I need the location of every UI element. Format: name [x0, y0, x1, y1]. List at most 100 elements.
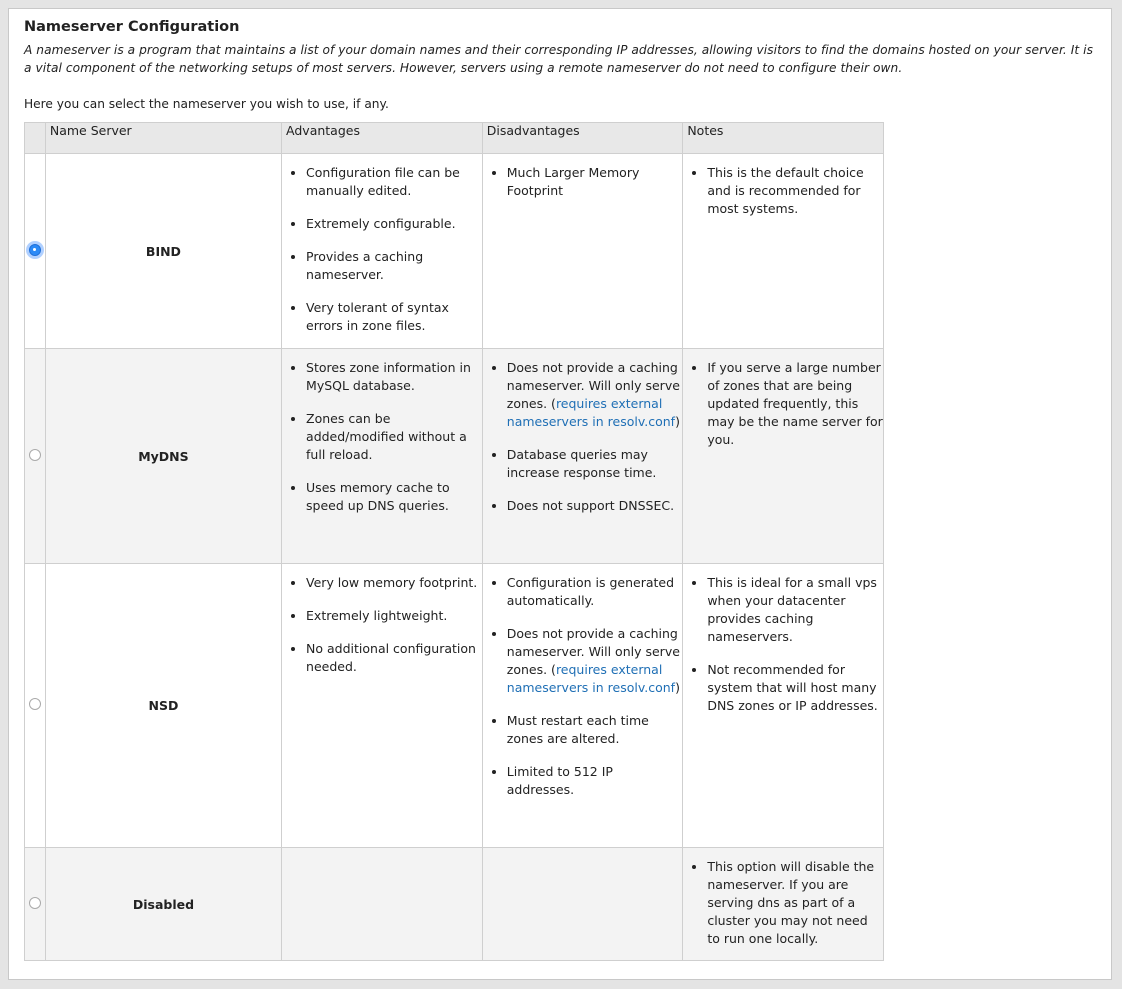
item-text: Provides a caching nameserver. [306, 249, 424, 282]
item-text: Very low memory footprint. [306, 575, 478, 590]
resolv-conf-link[interactable]: requires external nameservers in resolv.… [506, 662, 676, 695]
list-item: If you serve a large number of zones tha… [707, 359, 883, 449]
item-text: Uses memory cache to speed up DNS querie… [306, 480, 450, 513]
header-radio [24, 122, 46, 154]
item-text: This is ideal for a small vps when your … [707, 575, 877, 644]
advantages-cell [281, 847, 483, 961]
item-text: Extremely lightweight. [306, 608, 448, 623]
list-item: Very low memory footprint. [306, 574, 482, 592]
advantages-list: Stores zone information in MySQL databas… [282, 359, 482, 515]
notes-cell: If you serve a large number of zones tha… [682, 348, 884, 564]
item-text: Very tolerant of syntax errors in zone f… [306, 300, 449, 333]
disadvantages-list: Does not provide a caching nameserver. W… [483, 359, 683, 515]
disadvantages-cell [481, 847, 684, 961]
disadvantages-cell: Configuration is generated automatically… [481, 563, 684, 848]
list-item: Stores zone information in MySQL databas… [306, 359, 482, 395]
item-text: No additional configuration needed. [306, 641, 476, 674]
intro-text: Here you can select the nameserver you w… [24, 97, 389, 111]
list-item: Provides a caching nameserver. [306, 248, 482, 284]
list-item: Does not support DNSSEC. [507, 497, 683, 515]
item-text: Stores zone information in MySQL databas… [306, 360, 471, 393]
item-text: Configuration file can be manually edite… [306, 165, 460, 198]
list-item: Does not provide a caching nameserver. W… [507, 625, 683, 697]
item-text: Much Larger Memory Footprint [506, 165, 640, 198]
nameserver-radio-mydns[interactable] [28, 448, 41, 461]
list-item: This option will disable the nameserver.… [707, 858, 883, 948]
radio-cell [24, 348, 46, 564]
table-row: BIND Configuration file can be manually e… [24, 153, 884, 349]
list-item: Does not provide a caching nameserver. W… [507, 359, 683, 431]
list-item: Must restart each time zones are altered… [507, 712, 683, 748]
list-item: Limited to 512 IP addresses. [507, 763, 683, 799]
radio-cell [24, 153, 46, 349]
item-text: Not recommended for system that will hos… [707, 662, 878, 713]
header-notes: Notes [682, 122, 884, 154]
list-item: Zones can be added/modified without a fu… [306, 410, 482, 464]
advantages-cell: Stores zone information in MySQL databas… [281, 348, 483, 564]
list-item: Much Larger Memory Footprint [507, 164, 683, 200]
header-advantages: Advantages [281, 122, 483, 154]
advantages-list: Very low memory footprint. Extremely ligh… [282, 574, 482, 676]
list-item: Uses memory cache to speed up DNS querie… [306, 479, 482, 515]
disadvantages-cell: Much Larger Memory Footprint [481, 153, 684, 349]
item-text: If you serve a large number of zones tha… [707, 360, 883, 447]
item-text: Does not support DNSSEC. [506, 498, 675, 513]
advantages-cell: Very low memory footprint. Extremely ligh… [281, 563, 483, 848]
name-cell: Disabled [44, 847, 283, 961]
list-item: Database queries may increase response t… [507, 446, 683, 482]
radio-cell [24, 847, 46, 961]
radio-cell [24, 563, 46, 848]
list-item: Configuration file can be manually edite… [306, 164, 482, 200]
list-item: This is the default choice and is recomm… [707, 164, 883, 218]
list-item: Very tolerant of syntax errors in zone f… [306, 299, 482, 335]
item-text: Does not provide a caching nameserver. W… [506, 626, 680, 677]
nameserver-radio-disabled[interactable] [28, 896, 41, 909]
notes-cell: This option will disable the nameserver.… [682, 847, 884, 961]
nameserver-radio-nsd[interactable] [28, 698, 41, 710]
header-disadvantages: Disadvantages [481, 122, 684, 154]
item-text: Database queries may increase response t… [506, 447, 657, 480]
nameserver-table: Name Server Advantages Disadvantages Not… [24, 122, 884, 961]
table-row: NSD Very low memory footprint. Extremely l… [24, 563, 884, 848]
notes-list: This is the default choice and is recomm… [683, 164, 883, 218]
page-title: Nameserver Configuration [24, 19, 240, 35]
resolv-conf-link[interactable]: requires external nameservers in resolv.… [506, 396, 676, 429]
name-cell: BIND [44, 153, 283, 349]
notes-cell: This is ideal for a small vps when your … [682, 563, 884, 848]
disadvantages-cell: Does not provide a caching nameserver. W… [481, 348, 684, 564]
item-text: Configuration is generated automatically… [506, 575, 675, 608]
item-text: Zones can be added/modified without a fu… [306, 411, 467, 462]
notes-list: This option will disable the nameserver.… [683, 858, 883, 948]
list-item: No additional configuration needed. [306, 640, 482, 676]
advantages-list: Configuration file can be manually edite… [282, 164, 482, 335]
nameserver-name: Disabled [132, 896, 195, 912]
name-cell: NSD [44, 563, 283, 848]
nameserver-name: NSD [148, 698, 179, 713]
item-text: Limited to 512 IP addresses. [506, 764, 613, 797]
name-cell: MyDNS [44, 348, 283, 564]
item-text: Does not provide a caching nameserver. W… [506, 360, 680, 411]
notes-cell: This is the default choice and is recomm… [682, 153, 884, 349]
item-text: This is the default choice and is recomm… [707, 165, 864, 216]
item-text: This option will disable the nameserver.… [707, 859, 875, 946]
list-item: Configuration is generated automatically… [507, 574, 683, 610]
list-item: This is ideal for a small vps when your … [707, 574, 883, 646]
header-name: Name Server [44, 122, 283, 154]
nameserver-radio-bind[interactable] [28, 243, 41, 256]
list-item: Not recommended for system that will hos… [707, 661, 883, 715]
nameserver-name: MyDNS [138, 448, 189, 464]
notes-list: If you serve a large number of zones tha… [683, 359, 883, 449]
table-row: Disabled This option will disable the nam… [24, 847, 884, 961]
nameserver-panel: Nameserver Configuration A nameserver is… [8, 8, 1112, 980]
description: A nameserver is a program that maintains… [24, 43, 1094, 75]
item-text: Must restart each time zones are altered… [506, 713, 649, 746]
list-item: Extremely lightweight. [306, 607, 482, 625]
item-text: Extremely configurable. [306, 216, 456, 231]
list-item: Extremely configurable. [306, 215, 482, 233]
table-header-row: Name Server Advantages Disadvantages Not… [24, 122, 884, 154]
notes-list: This is ideal for a small vps when your … [683, 574, 883, 715]
nameserver-name: BIND [145, 243, 181, 259]
advantages-cell: Configuration file can be manually edite… [281, 153, 483, 349]
disadvantages-list: Much Larger Memory Footprint [483, 164, 683, 200]
disadvantages-list: Configuration is generated automatically… [483, 574, 683, 799]
